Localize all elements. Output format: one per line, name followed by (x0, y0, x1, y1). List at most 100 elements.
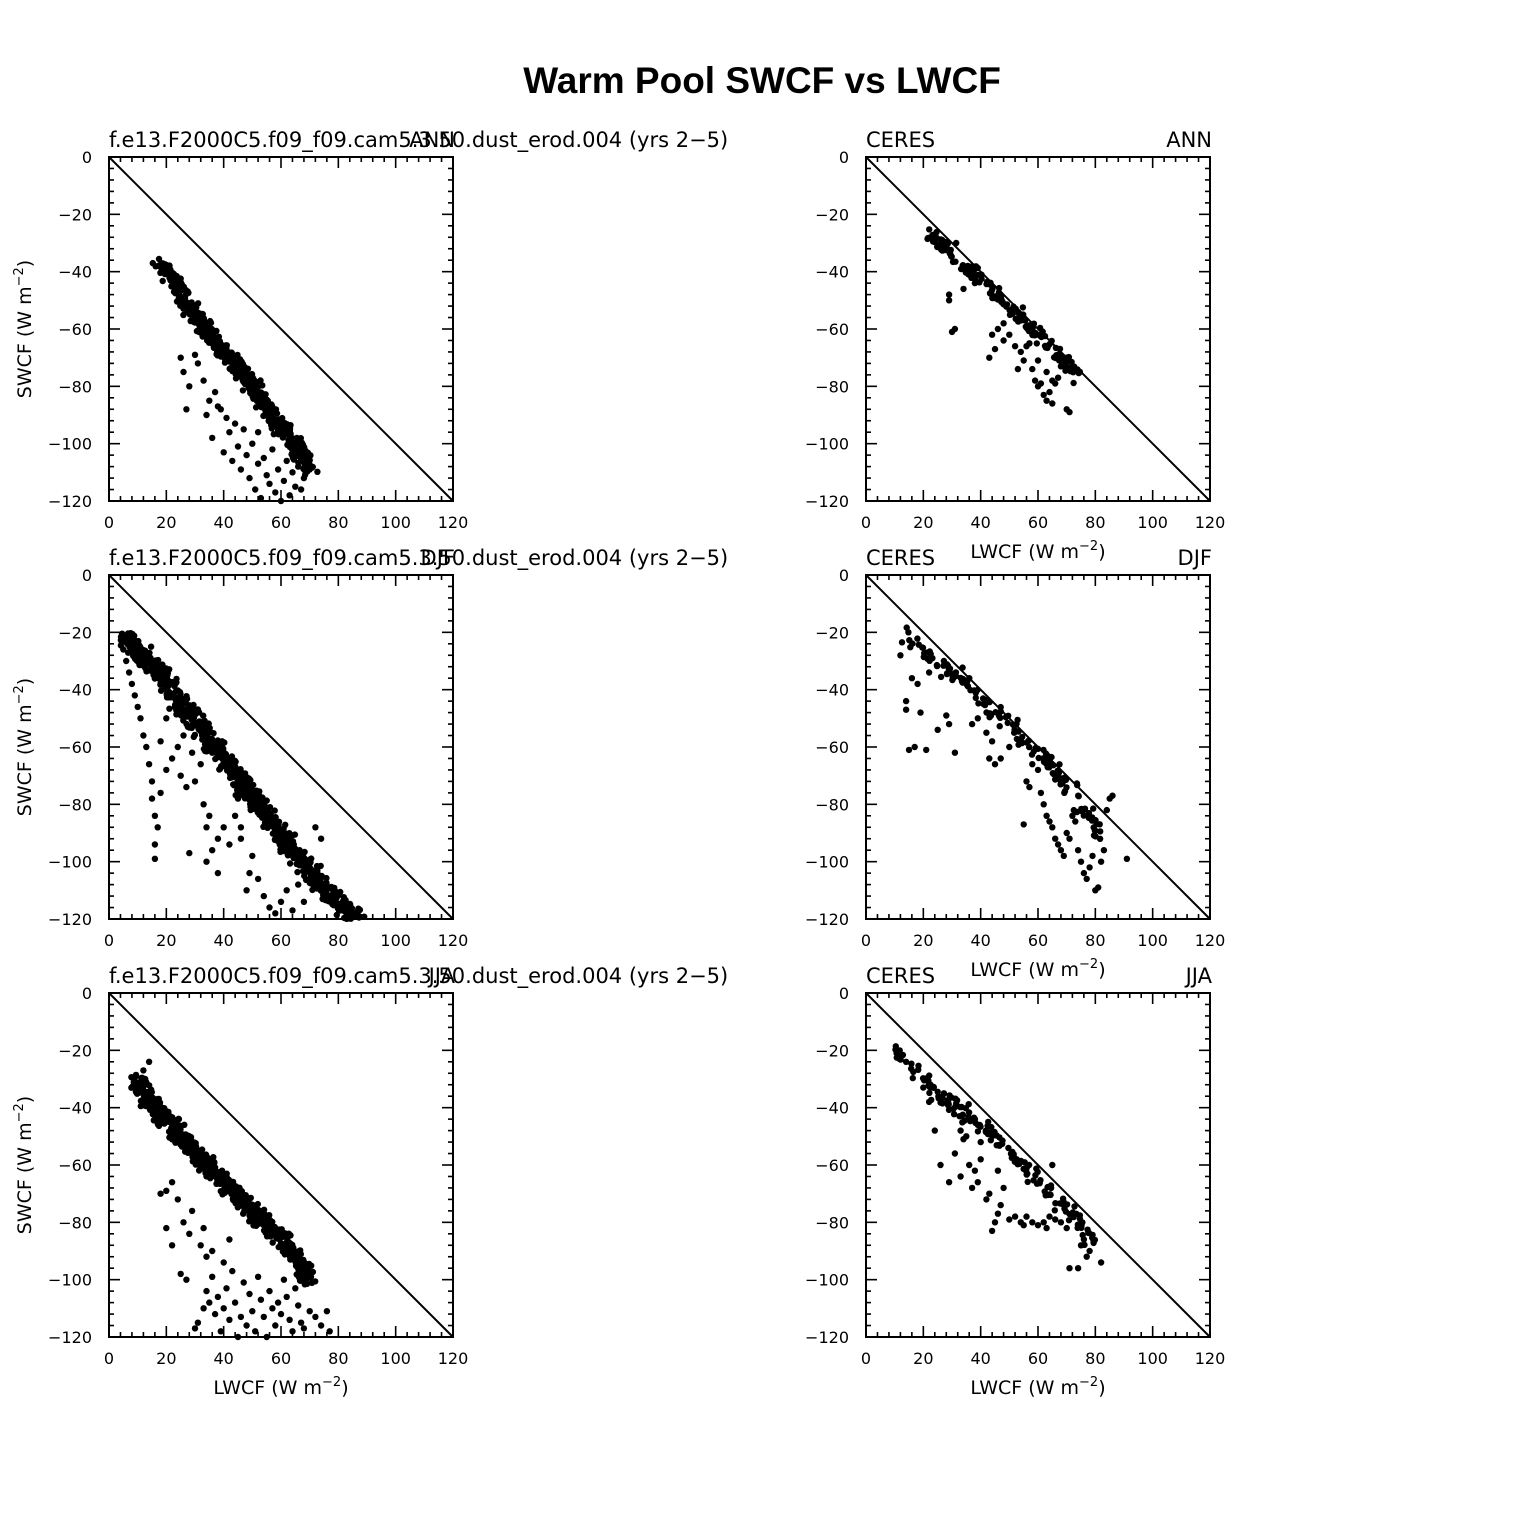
data-point (989, 292, 996, 299)
data-point (283, 424, 291, 432)
data-point (200, 801, 207, 808)
x-tick-label: 0 (104, 931, 114, 950)
data-point (237, 1313, 245, 1321)
data-point (1052, 1216, 1059, 1223)
data-point (925, 1098, 933, 1106)
data-point (244, 1203, 251, 1211)
data-point (208, 325, 216, 333)
x-tick-label: 60 (1028, 513, 1048, 532)
data-point (300, 1325, 308, 1332)
data-point (270, 431, 277, 438)
data-point (914, 635, 921, 642)
data-point (209, 1273, 216, 1281)
data-point (131, 632, 138, 639)
data-point (206, 1299, 213, 1306)
data-point (246, 779, 254, 787)
y-tick-label: −60 (815, 738, 849, 757)
data-point (213, 738, 220, 746)
data-point (1040, 758, 1048, 765)
data-point (283, 887, 290, 894)
data-point (1078, 805, 1085, 813)
data-point (198, 1146, 206, 1153)
data-point (123, 657, 130, 665)
data-point (1056, 1200, 1064, 1207)
data-point (1086, 864, 1093, 871)
data-point (1049, 377, 1056, 384)
data-point (1034, 1222, 1042, 1229)
data-point (968, 1184, 976, 1192)
data-point (1096, 821, 1103, 828)
data-point (192, 710, 199, 718)
data-point (1049, 400, 1056, 407)
data-point (154, 1102, 161, 1109)
data-point (1034, 766, 1042, 774)
data-point (1011, 1213, 1019, 1220)
data-point (253, 787, 260, 794)
data-point (1006, 311, 1014, 318)
data-point (1123, 855, 1131, 862)
data-point (222, 344, 229, 352)
y-tick-label: −20 (815, 205, 849, 224)
x-tick-label: 80 (1085, 931, 1105, 950)
data-point (162, 1116, 169, 1124)
y-tick-label: −40 (58, 263, 92, 282)
data-point (243, 774, 251, 781)
data-point (260, 892, 267, 900)
data-point (312, 1313, 319, 1321)
data-point (1044, 1183, 1051, 1191)
x-tick-label: 0 (104, 513, 114, 532)
data-point (1066, 1265, 1073, 1272)
data-point (163, 677, 170, 684)
data-point (977, 1156, 984, 1163)
panel-right-label: DJF (421, 546, 455, 570)
data-point (1054, 374, 1062, 381)
data-point (945, 1179, 953, 1186)
data-point (1085, 1229, 1092, 1237)
data-point (910, 1068, 917, 1076)
data-point (297, 486, 305, 493)
data-point (263, 797, 270, 804)
data-point (959, 262, 967, 269)
data-point (926, 1089, 933, 1097)
y-tick-label: −100 (48, 435, 92, 454)
data-point (1000, 337, 1007, 344)
data-point (983, 1196, 990, 1203)
panel-left-label: CERES (866, 546, 935, 570)
data-point (247, 806, 254, 814)
data-point (1043, 1224, 1050, 1232)
data-point (149, 1094, 157, 1102)
data-point (181, 296, 189, 304)
data-point (182, 1147, 189, 1154)
y-tick-label: −120 (805, 492, 849, 511)
data-point (1077, 858, 1085, 865)
data-point (128, 1074, 135, 1081)
data-point (200, 731, 208, 738)
data-point (937, 1161, 944, 1169)
data-point (283, 457, 290, 465)
data-point (236, 777, 243, 785)
data-point (185, 289, 192, 296)
data-point (940, 1090, 948, 1097)
data-point (157, 789, 164, 797)
data-point (284, 851, 292, 858)
data-point (295, 881, 302, 888)
data-point (136, 654, 144, 661)
data-point (214, 752, 221, 759)
data-point (996, 1134, 1003, 1141)
data-point (1046, 1191, 1054, 1198)
data-point (997, 714, 1004, 721)
data-point (998, 296, 1005, 303)
data-point (163, 691, 170, 698)
data-point (937, 1099, 944, 1106)
data-point (131, 655, 139, 663)
data-point (149, 259, 156, 267)
data-point (950, 1111, 958, 1118)
data-point (243, 1322, 250, 1329)
data-point (1063, 1224, 1070, 1232)
data-point (223, 1285, 230, 1292)
panel-right-label: JJA (1184, 964, 1213, 988)
data-point (181, 1142, 188, 1149)
data-point (914, 680, 921, 688)
data-point (198, 313, 205, 320)
